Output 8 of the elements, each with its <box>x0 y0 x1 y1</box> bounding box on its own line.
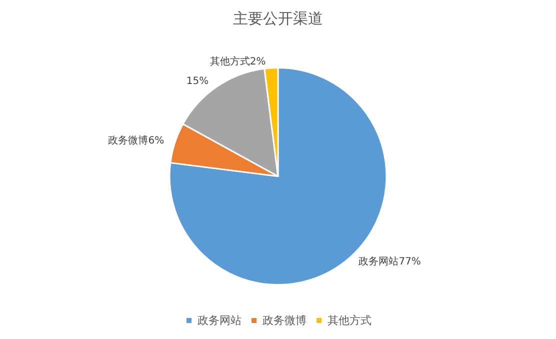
legend-label: 其他方式 <box>328 314 372 327</box>
data-label: 政务网站77% <box>358 256 421 268</box>
chart-title: 主要公开渠道 <box>233 10 323 28</box>
legend-label: 政务微博 <box>262 314 306 327</box>
data-label: 政务微博6% <box>108 134 164 146</box>
data-label: 其他方式2% <box>210 56 266 68</box>
data-label: 15% <box>186 76 209 88</box>
legend-label: 政务网站 <box>198 314 242 327</box>
